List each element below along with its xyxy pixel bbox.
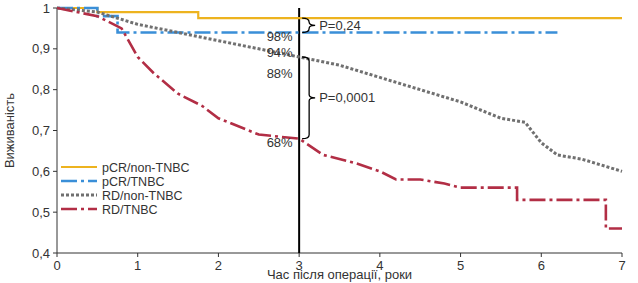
- annotation: 68%: [267, 135, 293, 150]
- x-tick-label: 5: [457, 258, 464, 273]
- survival-line: [57, 8, 622, 171]
- p-value: P=0,24: [319, 18, 361, 33]
- x-tick: [541, 253, 542, 257]
- annotation: 94%: [267, 45, 293, 60]
- p-value: P=0,0001: [319, 90, 375, 105]
- legend-label: pCR/non-TNBC: [102, 161, 190, 175]
- y-tick: [53, 89, 57, 90]
- x-tick: [622, 253, 623, 257]
- y-tick-label: 0,4: [32, 246, 50, 261]
- chart: 012345670,40,50,60,70,80,91Час після опе…: [0, 0, 638, 283]
- comparison-brace: [302, 18, 315, 32]
- legend-swatch: [61, 166, 97, 168]
- legend: pCR/non-TNBCpCR/TNBCRD/non-TNBCRD/TNBC: [61, 161, 190, 217]
- x-tick: [379, 253, 380, 257]
- x-tick-label: 2: [215, 258, 222, 273]
- y-tick: [53, 253, 57, 254]
- x-axis-label: Час після операції, роки: [267, 267, 412, 282]
- y-tick: [53, 171, 57, 172]
- y-tick-label: 0,6: [32, 164, 50, 179]
- y-tick: [53, 130, 57, 131]
- legend-label: RD/TNBC: [102, 203, 158, 217]
- y-tick: [53, 48, 57, 49]
- survival-line: [57, 8, 557, 33]
- x-axis: [57, 253, 622, 254]
- comparison-brace: [302, 57, 315, 139]
- y-tick: [53, 8, 57, 9]
- x-tick-label: 6: [538, 258, 545, 273]
- y-axis-label: Виживаність: [2, 93, 17, 168]
- y-tick-label: 1: [43, 1, 50, 16]
- x-tick-label: 7: [618, 258, 625, 273]
- x-tick-label: 1: [134, 258, 141, 273]
- x-tick: [299, 253, 300, 257]
- y-tick-label: 0,8: [32, 82, 50, 97]
- survival-line: [57, 8, 622, 229]
- x-tick: [218, 253, 219, 257]
- y-tick-label: 0,9: [32, 41, 50, 56]
- legend-label: RD/non-TNBC: [102, 189, 183, 203]
- x-tick: [57, 253, 58, 257]
- x-tick: [460, 253, 461, 257]
- legend-label: pCR/TNBC: [102, 175, 165, 189]
- y-tick-label: 0,5: [32, 205, 50, 220]
- series-group: [57, 8, 622, 229]
- annotation: 98%: [267, 29, 293, 44]
- legend-swatch: [61, 208, 97, 211]
- survival-line: [57, 8, 622, 18]
- legend-swatch: [61, 194, 97, 197]
- x-tick-label: 0: [53, 258, 60, 273]
- reference-line: [298, 8, 300, 253]
- y-tick-label: 0,7: [32, 123, 50, 138]
- x-tick: [137, 253, 138, 257]
- y-tick: [53, 212, 57, 213]
- legend-swatch: [61, 180, 97, 183]
- annotation: 88%: [267, 66, 293, 81]
